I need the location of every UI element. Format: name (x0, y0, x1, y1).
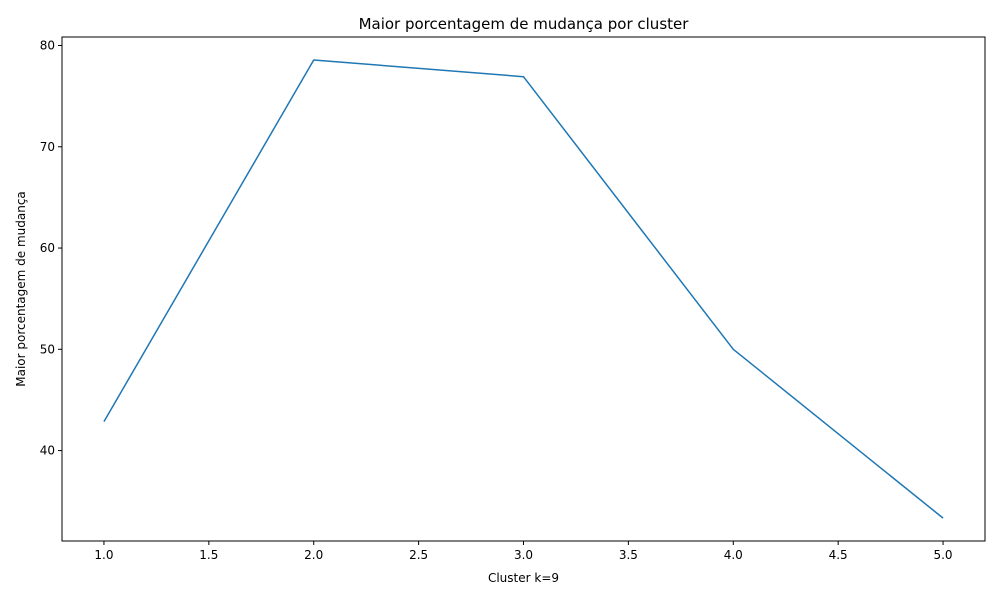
chart-title: Maior porcentagem de mudança por cluster (359, 15, 690, 33)
x-tick-label: 5.0 (933, 548, 952, 562)
y-tick-label: 50 (40, 342, 55, 356)
x-tick-label: 2.0 (304, 548, 323, 562)
x-axis-label: Cluster k=9 (488, 571, 559, 585)
series-line (103, 59, 944, 519)
y-tick-label: 80 (40, 39, 55, 53)
x-tick-label: 2.5 (409, 548, 428, 562)
y-tick-label: 40 (40, 444, 55, 458)
y-tick-label: 60 (40, 241, 55, 255)
y-axis-label: Maior porcentagem de mudança (14, 191, 28, 387)
x-tick-label: 3.0 (514, 548, 533, 562)
x-tick-label: 1.5 (199, 548, 218, 562)
plot-frame (61, 36, 986, 542)
x-tick-label: 3.5 (619, 548, 638, 562)
axis-ticks: 1.0 1.5 2.0 2.5 3.0 3.5 4.0 4.5 5.0 40 50 60 70 80 (40, 39, 953, 562)
series-layer (103, 59, 944, 519)
y-tick-label: 70 (40, 140, 55, 154)
x-tick-label: 4.0 (724, 548, 743, 562)
x-tick-label: 4.5 (829, 548, 848, 562)
x-tick-label: 1.0 (94, 548, 113, 562)
